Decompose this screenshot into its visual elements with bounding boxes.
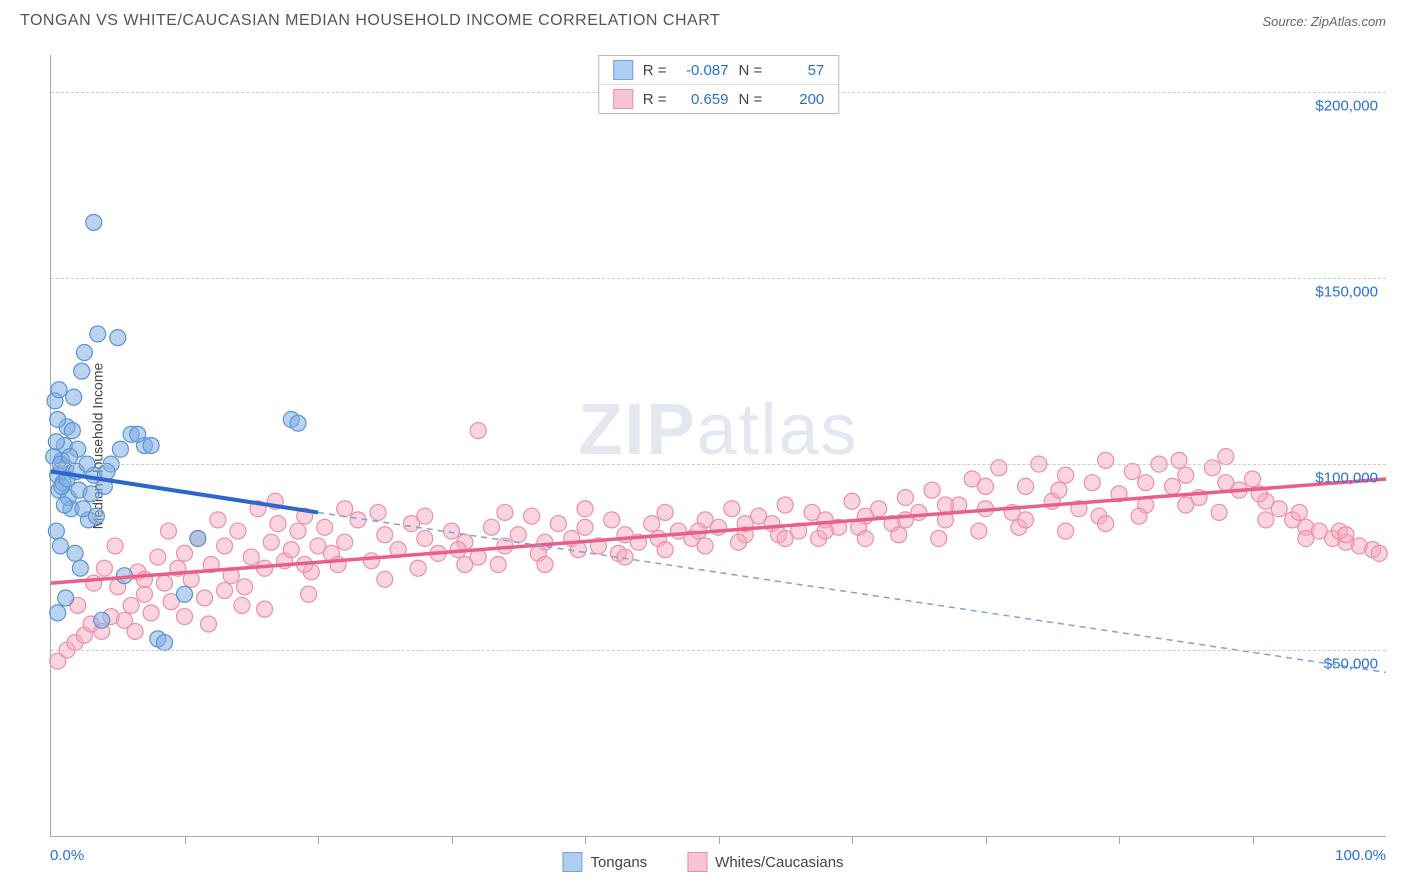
stats-row-tongans: R = -0.087 N = 57 xyxy=(599,56,839,84)
legend-label-whites: Whites/Caucasians xyxy=(715,854,843,871)
x-axis-min-label: 0.0% xyxy=(50,847,84,864)
legend-item-whites: Whites/Caucasians xyxy=(687,852,843,872)
stats-row-whites: R = 0.659 N = 200 xyxy=(599,84,839,113)
swatch-whites xyxy=(687,852,707,872)
chart-title: TONGAN VS WHITE/CAUCASIAN MEDIAN HOUSEHO… xyxy=(20,12,720,30)
chart-plot-area: ZIPatlas R = -0.087 N = 57 R = 0.659 N =… xyxy=(50,55,1386,837)
r-value-whites: 0.659 xyxy=(677,91,729,108)
y-tick-label: $200,000 xyxy=(1315,98,1378,115)
r-value-tongans: -0.087 xyxy=(677,62,729,79)
y-tick-label: $100,000 xyxy=(1315,470,1378,487)
r-label: R = xyxy=(643,62,667,79)
swatch-tongans xyxy=(562,852,582,872)
y-tick-label: $50,000 xyxy=(1324,656,1378,673)
bottom-legend: Tongans Whites/Caucasians xyxy=(562,852,843,872)
legend-label-tongans: Tongans xyxy=(590,854,647,871)
x-axis-max-label: 100.0% xyxy=(1335,847,1386,864)
n-value-tongans: 57 xyxy=(772,62,824,79)
swatch-whites xyxy=(613,89,633,109)
y-tick-label: $150,000 xyxy=(1315,284,1378,301)
swatch-tongans xyxy=(613,60,633,80)
n-value-whites: 200 xyxy=(772,91,824,108)
source-label: Source: ZipAtlas.com xyxy=(1262,14,1386,29)
n-label: N = xyxy=(739,62,763,79)
r-label: R = xyxy=(643,91,667,108)
n-label: N = xyxy=(739,91,763,108)
stats-legend-box: R = -0.087 N = 57 R = 0.659 N = 200 xyxy=(598,55,840,114)
scatter-plot-svg xyxy=(51,55,1386,836)
legend-item-tongans: Tongans xyxy=(562,852,647,872)
